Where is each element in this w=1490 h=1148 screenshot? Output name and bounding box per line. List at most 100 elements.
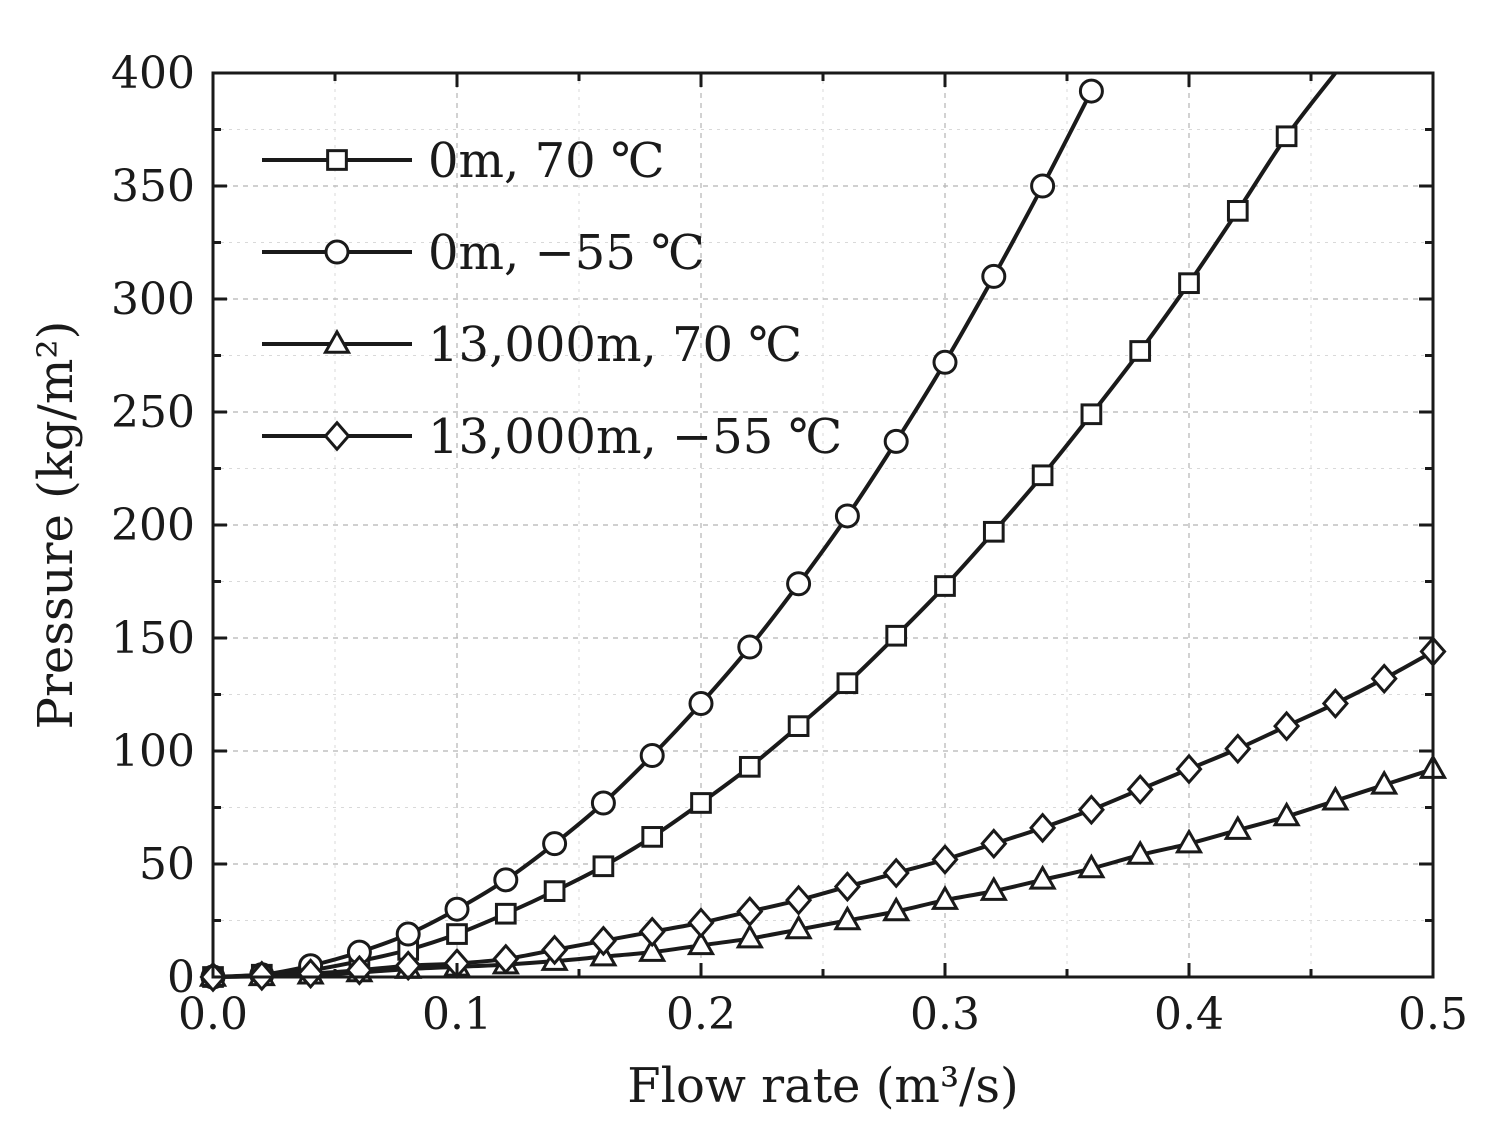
- legend-item: 0m, 70 ℃: [262, 133, 665, 189]
- data-point-circle: [786, 571, 812, 597]
- legend: 0m, 70 ℃ 0m, −55 ℃ 13,000m, 70 ℃ 13,000m, −…: [262, 133, 842, 465]
- data-point-diamond: [394, 950, 422, 982]
- data-point-triangle: [784, 914, 813, 940]
- data-point-diamond: [833, 871, 861, 903]
- data-point-triangle: [930, 885, 960, 910]
- y-axis-title: Pressure (kg/m²): [28, 321, 84, 730]
- data-point-circle: [395, 921, 421, 947]
- series-circle: [200, 78, 1104, 990]
- data-point-triangle: [1126, 839, 1155, 865]
- x-tick-label: 0.2: [666, 989, 736, 1040]
- axis-ticks: [211, 71, 1435, 979]
- legend-item: 13,000m, 70 ℃: [262, 317, 802, 373]
- series-triangle: [198, 753, 1448, 987]
- data-point-triangle: [1077, 853, 1106, 879]
- data-point-diamond: [345, 954, 373, 986]
- data-point-circle: [639, 743, 665, 769]
- data-point-square: [592, 855, 615, 878]
- data-point-circle: [883, 428, 909, 454]
- data-point-square: [836, 672, 859, 695]
- data-point-diamond: [687, 907, 715, 939]
- data-point-diamond: [1321, 688, 1349, 720]
- legend-item: 13,000m, −55 ℃: [262, 409, 842, 465]
- y-axis-title-main: Pressure (kg/m²): [28, 321, 84, 730]
- data-point-diamond: [882, 857, 910, 889]
- data-point-square: [494, 902, 517, 925]
- data-point-triangle: [1272, 801, 1301, 827]
- data-point-triangle: [979, 875, 1008, 901]
- data-point-diamond: [297, 958, 325, 990]
- grid-lines: [212, 72, 1434, 978]
- data-point-circle: [688, 691, 714, 717]
- data-point-diamond: [589, 925, 617, 957]
- data-point-square: [787, 715, 810, 737]
- data-point-square: [1226, 200, 1249, 222]
- legend-item: 0m, −55 ℃: [262, 225, 705, 281]
- data-point-triangle: [1321, 785, 1350, 811]
- data-point-triangle: [1223, 814, 1252, 840]
- data-point-circle: [542, 831, 568, 857]
- data-point-circle: [981, 263, 1007, 289]
- data-point-triangle: [686, 930, 716, 956]
- legend-marker-triangle: [322, 328, 352, 354]
- data-point-square: [738, 755, 761, 778]
- data-point-diamond: [1273, 710, 1301, 742]
- data-point-square: [1275, 125, 1298, 148]
- series-line-circle: [212, 90, 1094, 979]
- x-tick-label: 0.0: [178, 989, 248, 1040]
- data-point-triangle: [882, 896, 911, 922]
- series-layer: [198, 71, 1448, 993]
- data-point-square: [934, 575, 956, 597]
- tick-labels: 0.0 0.1 0.2 0.3 0.4 0.5 0 50 100 150 200 250 300 350 4…: [111, 48, 1468, 1040]
- x-tick-label: 0.4: [1154, 989, 1224, 1040]
- data-point-triangle: [1028, 864, 1057, 890]
- data-point-diamond: [736, 895, 764, 927]
- y-tick-label: 50: [139, 839, 195, 890]
- data-point-square: [1031, 464, 1054, 487]
- data-point-circle: [737, 634, 763, 660]
- data-point-square: [885, 624, 908, 647]
- data-point-triangle: [833, 905, 862, 931]
- y-tick-label: 300: [111, 274, 195, 325]
- data-point-triangle: [638, 937, 667, 962]
- data-point-triangle: [1174, 828, 1204, 854]
- legend-label: 0m, −55 ℃: [428, 225, 705, 281]
- data-point-diamond: [1029, 812, 1057, 844]
- data-point-square: [1178, 272, 1200, 295]
- data-point-diamond: [1224, 733, 1252, 765]
- y-tick-label: 200: [111, 500, 195, 551]
- data-point-circle: [834, 503, 860, 529]
- data-point-square: [1129, 340, 1152, 362]
- data-point-diamond: [541, 934, 569, 966]
- data-point-circle: [1030, 173, 1056, 199]
- x-tick-label: 0.5: [1398, 989, 1468, 1040]
- data-point-triangle: [1370, 769, 1399, 795]
- data-point-circle: [590, 790, 616, 816]
- data-point-square: [641, 826, 664, 848]
- data-point-diamond: [1077, 794, 1105, 826]
- data-point-circle: [1078, 78, 1104, 104]
- x-tick-label: 0.1: [422, 989, 492, 1040]
- y-tick-label: 0: [167, 952, 195, 1003]
- data-point-diamond: [1175, 753, 1203, 785]
- data-point-diamond: [638, 916, 666, 948]
- data-point-circle: [932, 349, 958, 375]
- data-point-diamond: [931, 844, 959, 875]
- data-point-diamond: [1126, 773, 1154, 805]
- data-point-diamond: [980, 828, 1008, 860]
- x-axis-title-main: Flow rate (m³/s): [627, 1058, 1018, 1114]
- x-axis-title: Flow rate (m³/s): [627, 1058, 1018, 1114]
- legend-label: 13,000m, −55 ℃: [428, 409, 842, 465]
- series-diamond: [199, 636, 1447, 993]
- legend-marker-diamond: [323, 420, 351, 452]
- legend-marker-square: [326, 149, 348, 171]
- data-point-diamond: [1370, 663, 1398, 695]
- data-point-square: [690, 792, 712, 814]
- data-point-diamond: [785, 884, 813, 916]
- data-point-square: [446, 923, 468, 945]
- data-point-square: [1080, 403, 1103, 426]
- y-tick-label: 100: [111, 726, 195, 777]
- data-point-circle: [444, 896, 470, 922]
- data-point-square: [543, 880, 566, 902]
